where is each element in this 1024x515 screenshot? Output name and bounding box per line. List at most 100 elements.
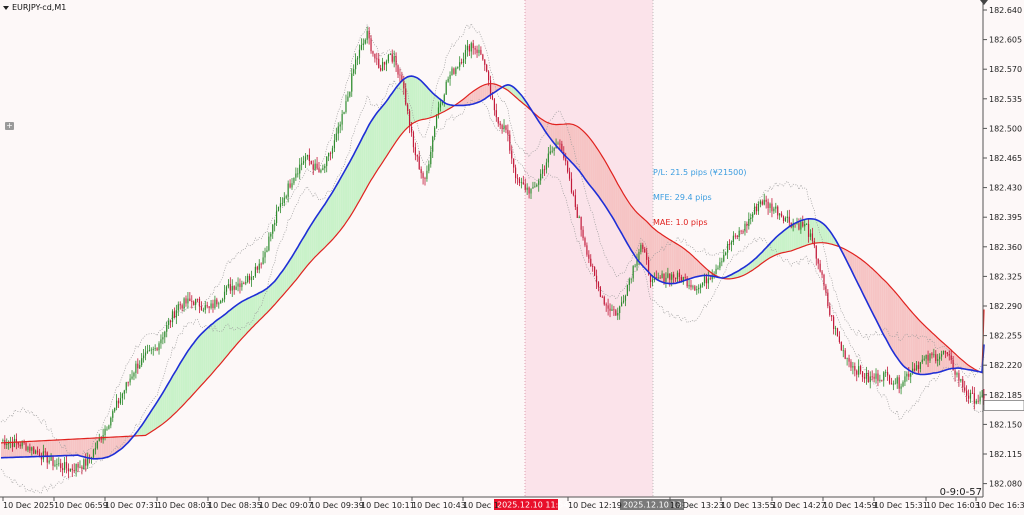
ma-fill (174, 369, 177, 414)
candle-body (933, 354, 935, 356)
ma-fill (357, 143, 360, 205)
candle-body (798, 223, 800, 230)
ma-fill (756, 255, 759, 268)
entry-time-marker (494, 499, 558, 510)
candle-body (574, 195, 576, 207)
ma-fill (702, 265, 705, 276)
candle-body (48, 460, 50, 463)
ma-fill (322, 204, 325, 250)
price-tick-label: 182.325 (989, 272, 1022, 281)
candle-body (507, 129, 509, 135)
ma-fill (153, 404, 156, 431)
time-tick-label: 10 Dec 14:27 (772, 501, 826, 510)
ma-fill (548, 122, 551, 139)
candle-body (927, 354, 929, 361)
candle-body (63, 462, 66, 470)
ma-fill (567, 123, 570, 161)
candle-body (966, 390, 968, 396)
ma-fill (617, 183, 620, 231)
ma-fill (278, 273, 281, 301)
ma-fill (758, 253, 761, 266)
candle-body (71, 468, 73, 471)
candle-body (154, 348, 156, 350)
candle-body (356, 57, 359, 60)
ma-fill (619, 187, 622, 234)
candle-body (245, 282, 247, 284)
price-tick-label: 182.640 (989, 6, 1022, 15)
ma-fill (359, 139, 362, 201)
candle-body (189, 298, 191, 301)
candle-body (233, 286, 235, 290)
ma-fill (103, 437, 106, 459)
candle-body (655, 277, 657, 278)
candle-body (730, 241, 733, 245)
dropdown-triangle-icon[interactable] (3, 5, 9, 10)
ma-fill (226, 311, 229, 357)
candle-body (865, 372, 867, 379)
ma-fill (149, 410, 152, 433)
ma-fill (704, 267, 707, 276)
candle-body (919, 362, 921, 369)
candle-body (833, 316, 835, 329)
ma-fill (744, 265, 747, 275)
ma-fill (423, 82, 426, 120)
ma-fill (509, 85, 512, 94)
ma-fill (54, 440, 57, 456)
ma-fill (478, 86, 481, 103)
ma-fill (318, 210, 321, 254)
candle-body (809, 233, 812, 237)
ma-fill (345, 165, 348, 223)
candle-body (532, 186, 534, 189)
ma-fill (739, 269, 742, 277)
ma-fill (288, 259, 291, 290)
ma-fill (760, 251, 763, 265)
candle-body (281, 202, 283, 204)
candle-body (908, 373, 910, 377)
candle-body (736, 235, 738, 237)
ma-fill (781, 231, 784, 253)
ma-fill (216, 318, 219, 368)
ma-fill (401, 79, 404, 134)
ma-fill (511, 85, 514, 96)
candle-body (900, 386, 902, 389)
candle-body (287, 183, 289, 197)
candle-body (268, 236, 270, 251)
ma-fill (573, 124, 576, 167)
candle-body (906, 373, 908, 377)
candle-body (767, 201, 769, 209)
ma-fill (956, 355, 959, 369)
candle-body (50, 456, 52, 461)
candle-body (75, 463, 77, 472)
candle-body (902, 382, 904, 387)
candle-body (657, 277, 659, 279)
ma-fill (191, 343, 194, 396)
candle-body (193, 301, 195, 305)
time-tick-label: 10 Dec 15:31 (874, 501, 928, 510)
ma-fill (371, 118, 373, 181)
candle-body (339, 124, 341, 127)
candle-body (434, 127, 436, 137)
candle-body (796, 223, 798, 225)
candle-body (447, 78, 449, 82)
candle-body (137, 363, 139, 369)
scroll-marker-icon[interactable] (980, 0, 988, 5)
ma-fill (860, 258, 863, 293)
symbol-header[interactable]: EURJPY-cd,M1 (3, 3, 66, 12)
candle-body (277, 206, 280, 211)
candle-body (484, 59, 486, 65)
candle-body (661, 273, 663, 279)
ma-fill (261, 290, 264, 319)
candle-body (445, 81, 447, 95)
ma-fill (207, 326, 210, 379)
ma-fill (467, 94, 470, 106)
candle-body (96, 440, 98, 449)
expand-plus-icon[interactable]: + (5, 121, 14, 130)
ma-fill (473, 89, 476, 105)
candle-body (125, 382, 127, 391)
candle-body (67, 468, 70, 472)
ma-fill (56, 439, 59, 456)
ma-fill (554, 124, 557, 146)
ma-slow-line (0, 83, 985, 444)
